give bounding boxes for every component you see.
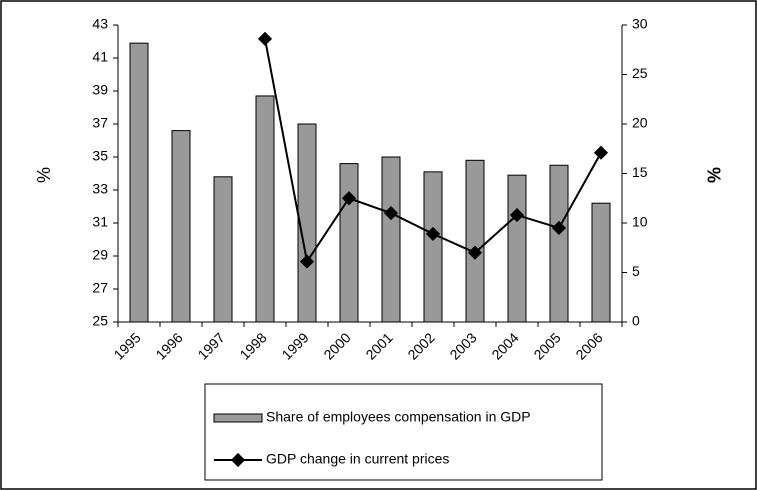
legend-label: Share of employees compensation in GDP (266, 409, 531, 425)
y-axis-label: % (34, 167, 54, 183)
line-marker (509, 208, 525, 223)
y-tick-label: 25 (92, 313, 108, 329)
line-marker (593, 145, 609, 160)
y-tick-label: 31 (92, 214, 108, 230)
bar (507, 174, 527, 323)
line-marker (425, 226, 441, 241)
bar (339, 163, 359, 323)
y2-axis-label: % (703, 167, 723, 183)
line-marker (383, 206, 399, 221)
y-tick-label: 33 (92, 181, 108, 197)
y2-tick-label: 20 (632, 115, 648, 131)
y-tick-label: 39 (92, 82, 108, 98)
line-marker (341, 191, 357, 206)
y2-tick-label: 5 (632, 263, 640, 279)
bar (591, 202, 611, 323)
line-marker (551, 220, 567, 236)
y2-tick-label: 25 (632, 65, 648, 81)
y-tick-label: 43 (92, 16, 108, 32)
bar (381, 156, 401, 323)
y-tick-label: 41 (92, 49, 108, 65)
y2-tick-label: 15 (632, 164, 648, 180)
bar (213, 176, 233, 323)
y2-tick-label: 30 (632, 16, 648, 32)
y2-tick-label: 0 (632, 313, 640, 329)
bar (549, 164, 569, 323)
line-marker (299, 254, 315, 269)
legend (204, 383, 603, 481)
y-tick-label: 27 (92, 280, 108, 296)
line-marker (467, 245, 483, 260)
y-tick-label: 29 (92, 247, 108, 263)
y-tick-label: 35 (92, 148, 108, 164)
bar (465, 159, 485, 323)
y2-tick-label: 10 (632, 214, 648, 230)
bar (255, 95, 275, 323)
legend-marker (230, 452, 246, 468)
legend-label: GDP change in current prices (266, 451, 449, 467)
bar (423, 171, 443, 323)
bar (129, 42, 149, 323)
line-marker (257, 31, 273, 46)
y-tick-label: 37 (92, 115, 108, 131)
bar (171, 130, 191, 323)
legend-swatch (213, 413, 263, 423)
